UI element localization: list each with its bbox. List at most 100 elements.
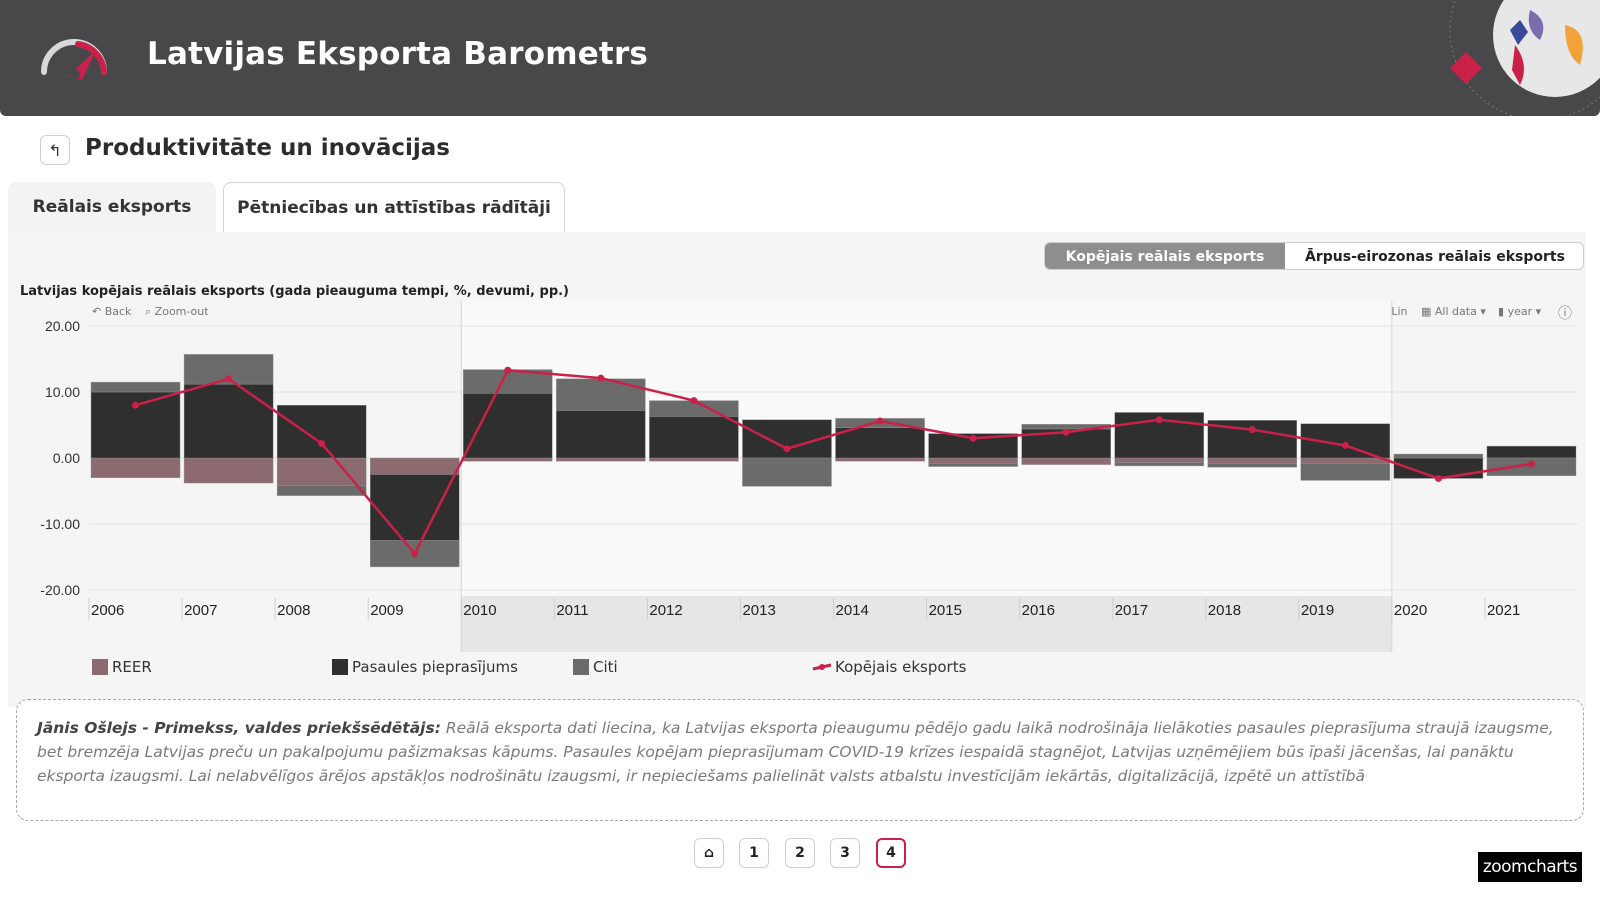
quote-text: Jānis Ošlejs - Primekss, valdes priekšsē…	[37, 716, 1563, 788]
bar-reer	[276, 457, 367, 486]
total-export-line	[135, 368, 1532, 555]
zoom-out-button[interactable]: ⌕ Zoom-out	[145, 305, 209, 319]
bar-other	[90, 381, 181, 393]
export-chart[interactable]: 20.00 10.00 0.00 -10.00 -20.00 2006 2007 2008 20…	[8, 300, 1584, 656]
calendar-icon: ▦	[1421, 305, 1432, 318]
total-export-point	[690, 397, 698, 405]
y-tick-label: 0.00	[53, 450, 80, 466]
x-tick-label: 2009	[370, 602, 403, 619]
page-button-4[interactable]: 4	[876, 838, 906, 868]
total-export-point	[969, 434, 977, 442]
total-export-point	[1527, 460, 1535, 468]
total-export-point	[597, 374, 605, 382]
bar-reer	[835, 457, 925, 462]
tab-real-export[interactable]: Reālais eksports	[8, 182, 216, 232]
x-tick-label: 2011	[556, 602, 588, 619]
x-tick-label: 2007	[184, 602, 217, 619]
legend-swatch-other	[573, 659, 589, 675]
chart-back-button[interactable]: ↶ Back	[92, 305, 131, 318]
bar-world-demand	[276, 404, 367, 459]
page-title: Produktivitāte un inovācijas	[85, 135, 450, 161]
bar-other	[276, 485, 367, 496]
gauge-logo-icon	[41, 39, 107, 80]
legend-swatch-world	[332, 659, 348, 675]
toggle-total-export[interactable]: Kopējais reālais eksports	[1045, 243, 1285, 269]
legend-label-other: Citi	[593, 658, 618, 676]
bar-other	[556, 378, 646, 411]
tab-rd-indicators[interactable]: Pētniecības un attīstības rādītāji	[223, 182, 565, 232]
total-export-point	[1155, 416, 1163, 424]
bar-reer	[463, 457, 553, 462]
range-dropdown[interactable]: ▦ All data ▾	[1421, 305, 1486, 318]
bar-other	[742, 457, 832, 487]
bar-reer	[649, 457, 739, 462]
bar-world-demand	[556, 410, 646, 459]
y-tick-label: 20.00	[45, 318, 80, 334]
toggle-non-euro-export[interactable]: Ārpus-eirozonas reālais eksports	[1305, 249, 1565, 265]
y-tick-label: 10.00	[45, 384, 80, 400]
legend-swatch-reer	[92, 659, 108, 675]
bar-other	[1207, 463, 1298, 468]
range-label: All data	[1434, 305, 1477, 318]
total-export-point	[411, 550, 419, 558]
page-button-3[interactable]: 3	[830, 838, 860, 868]
unit-label: year	[1507, 305, 1533, 318]
unit-dropdown[interactable]: ▮ year ▾	[1498, 305, 1542, 318]
x-tick-label: 2020	[1394, 602, 1427, 619]
magnifier-icon: ⌕	[145, 305, 152, 318]
bar-world-demand	[1486, 445, 1577, 459]
legend-other[interactable]: Citi	[573, 658, 618, 676]
bar-world-demand	[369, 474, 460, 541]
bar-reer	[1114, 457, 1204, 463]
zoomcharts-logo[interactable]: zoomcharts	[1478, 852, 1582, 882]
x-tick-label: 2016	[1022, 602, 1055, 619]
bar-world-demand	[183, 383, 274, 459]
home-icon: ⌂	[703, 845, 715, 861]
back-arrow-icon: ↰	[48, 140, 62, 160]
highlight-band	[461, 300, 1392, 652]
quote-body: Reālā eksporta dati liecina, ka Latvijas…	[37, 719, 1554, 785]
bar-other	[928, 463, 1018, 467]
legend-reer[interactable]: REER	[92, 658, 152, 676]
x-tick-label: 2014	[836, 602, 869, 619]
x-tick-label: 2015	[929, 602, 962, 619]
bar-reer	[369, 457, 460, 475]
bar-reer	[183, 457, 274, 484]
quote-box: Jānis Ošlejs - Primekss, valdes priekšsē…	[16, 699, 1584, 821]
total-export-point	[1434, 474, 1442, 482]
x-tick-label: 2010	[463, 602, 496, 619]
bar-world-demand	[463, 393, 553, 459]
y-tick-label: -20.00	[40, 582, 80, 598]
legend-world-demand[interactable]: Pasaules pieprasījums	[332, 658, 518, 676]
bar-chart-icon: ▮	[1498, 305, 1505, 318]
app-title: Latvijas Eksporta Barometrs	[147, 36, 649, 72]
page-button-1[interactable]: 1	[739, 838, 769, 868]
x-tick-label: 2018	[1208, 602, 1241, 619]
chart-back-label: Back	[104, 305, 132, 318]
total-export-point	[1341, 441, 1349, 449]
scale-label: Lin	[1391, 305, 1408, 318]
page-button-2[interactable]: 2	[785, 838, 815, 868]
total-export-point	[504, 366, 512, 374]
bar-reer	[1207, 457, 1298, 464]
home-button[interactable]: ⌂	[694, 838, 724, 868]
y-tick-label: -10.00	[40, 516, 80, 532]
legend-total-export[interactable]: Kopējais eksports	[812, 658, 966, 676]
app-header: Latvijas Eksporta Barometrs	[0, 0, 1600, 116]
bar-reer	[1300, 457, 1391, 464]
globe-illustration-icon	[1449, 0, 1600, 116]
x-tick-label: 2006	[91, 602, 124, 619]
legend-label-world: Pasaules pieprasījums	[352, 658, 518, 676]
legend-label-total: Kopējais eksports	[835, 658, 967, 676]
bar-reer	[556, 457, 646, 462]
quote-author: Jānis Ošlejs - Primekss, valdes priekšsē…	[37, 719, 441, 737]
bar-other	[1300, 463, 1391, 481]
info-icon[interactable]: ⓘ	[1558, 306, 1572, 322]
total-export-point	[132, 401, 140, 409]
bar-world-demand	[649, 416, 739, 459]
x-tick-label: 2019	[1301, 602, 1334, 619]
export-scope-toggle: Kopējais reālais eksports Ārpus-eirozona…	[1044, 242, 1584, 270]
zoom-out-label: Zoom-out	[154, 305, 209, 318]
total-export-point	[318, 439, 326, 447]
back-button[interactable]: ↰	[40, 135, 70, 165]
